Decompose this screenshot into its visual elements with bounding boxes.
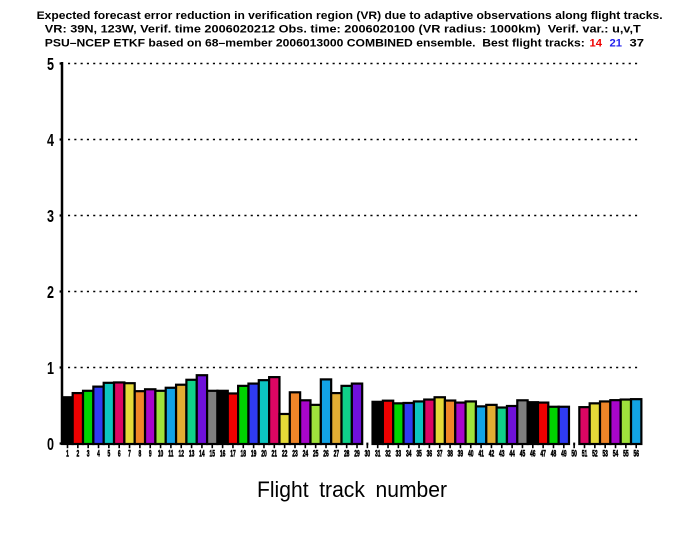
svg-text:2: 2 [76, 448, 79, 459]
svg-text:35: 35 [416, 448, 421, 459]
svg-text:PSU–NCEP ETKF based on 68–memb: PSU–NCEP ETKF based on 68–member 2006013… [45, 38, 585, 50]
svg-text:46: 46 [530, 448, 535, 459]
svg-text:6: 6 [118, 448, 121, 459]
svg-text:Flight track number: Flight track number [257, 477, 447, 502]
svg-text:37: 37 [630, 38, 645, 50]
svg-text:22: 22 [282, 448, 287, 459]
svg-text:5: 5 [107, 448, 110, 459]
svg-text:20: 20 [261, 448, 266, 459]
svg-text:37: 37 [437, 448, 442, 459]
svg-text:48: 48 [551, 448, 556, 459]
svg-text:44: 44 [509, 448, 515, 459]
svg-text:39: 39 [458, 448, 463, 459]
svg-text:33: 33 [396, 448, 401, 459]
svg-text:12: 12 [178, 448, 183, 459]
svg-text:50: 50 [571, 448, 576, 459]
svg-text:16: 16 [220, 448, 225, 459]
svg-text:Expected forecast error reduct: Expected forecast error reduction in ver… [37, 10, 663, 22]
svg-text:2: 2 [47, 283, 54, 303]
svg-text:55: 55 [623, 448, 628, 459]
svg-text:31: 31 [375, 448, 380, 459]
svg-text:32: 32 [385, 448, 390, 459]
svg-text:21: 21 [272, 448, 277, 459]
svg-text:VR: 39N, 123W, Verif. time 200: VR: 39N, 123W, Verif. time 2006020212 Ob… [45, 24, 641, 36]
svg-text:36: 36 [427, 448, 432, 459]
svg-text:49: 49 [561, 448, 566, 459]
svg-text:19: 19 [251, 448, 256, 459]
svg-text:43: 43 [499, 448, 504, 459]
svg-text:30: 30 [365, 448, 370, 459]
svg-text:52: 52 [592, 448, 597, 459]
svg-text:0: 0 [47, 435, 54, 455]
svg-text:25: 25 [313, 448, 318, 459]
svg-text:4: 4 [47, 131, 54, 151]
svg-text:28: 28 [344, 448, 349, 459]
svg-text:54: 54 [613, 448, 619, 459]
svg-text:53: 53 [602, 448, 607, 459]
svg-text:34: 34 [406, 448, 412, 459]
svg-text:51: 51 [582, 448, 587, 459]
svg-text:7: 7 [128, 448, 131, 459]
svg-text:26: 26 [323, 448, 328, 459]
svg-text:38: 38 [447, 448, 452, 459]
svg-text:40: 40 [468, 448, 473, 459]
svg-text:45: 45 [520, 448, 525, 459]
svg-text:5: 5 [47, 55, 54, 75]
svg-text:42: 42 [489, 448, 494, 459]
svg-text:11: 11 [168, 448, 173, 459]
svg-text:10: 10 [158, 448, 163, 459]
svg-text:14: 14 [590, 38, 603, 50]
svg-text:3: 3 [87, 448, 90, 459]
svg-text:17: 17 [230, 448, 235, 459]
svg-text:29: 29 [354, 448, 359, 459]
svg-text:13: 13 [189, 448, 194, 459]
svg-text:21: 21 [610, 38, 623, 50]
svg-text:23: 23 [292, 448, 297, 459]
svg-text:8: 8 [139, 448, 142, 459]
svg-text:3: 3 [47, 207, 54, 227]
svg-text:18: 18 [241, 448, 246, 459]
svg-text:24: 24 [303, 448, 309, 459]
svg-text:1: 1 [47, 359, 54, 379]
svg-text:15: 15 [210, 448, 215, 459]
svg-text:14: 14 [199, 448, 205, 459]
svg-text:9: 9 [149, 448, 152, 459]
svg-text:4: 4 [97, 448, 100, 459]
svg-text:56: 56 [633, 448, 638, 459]
svg-text:27: 27 [334, 448, 339, 459]
svg-text:47: 47 [540, 448, 545, 459]
svg-text:41: 41 [478, 448, 483, 459]
svg-text:1: 1 [66, 448, 69, 459]
